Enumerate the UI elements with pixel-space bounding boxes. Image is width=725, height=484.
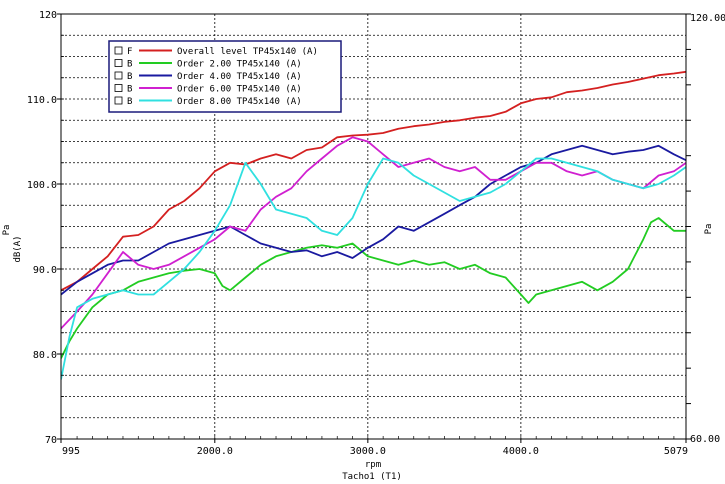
left-unit-label: Pa — [2, 225, 12, 236]
y-tick-label: 90.0 — [33, 265, 57, 276]
series-line-1 — [61, 70, 686, 292]
x-tick-label: 4000.0 — [503, 446, 539, 457]
series-line-2 — [61, 217, 686, 359]
y-tick-label: 110.0 — [27, 95, 57, 106]
x-axis-label: rpm — [365, 460, 381, 470]
legend-label: Order 8.00 TP45x140 (A) — [177, 97, 302, 107]
legend-checkbox[interactable] — [114, 84, 123, 92]
right-axis-ticks: 120.00 60.00 — [686, 13, 725, 445]
right-unit-label: Pa — [704, 224, 714, 235]
right-tick-label-bottom: 60.00 — [690, 434, 720, 445]
series-line-3 — [61, 144, 686, 296]
y-tick-label: 70 — [45, 435, 57, 446]
legend-checkbox[interactable] — [114, 71, 123, 80]
series-lines — [61, 70, 686, 380]
series-line-5 — [61, 157, 686, 380]
legend-label: Order 6.00 TP45x140 (A) — [177, 85, 302, 95]
legend-label: Order 2.00 TP45x140 (A) — [177, 60, 302, 70]
legend-flag: B — [127, 85, 132, 95]
legend-flag: F — [127, 47, 132, 57]
grid-lines — [61, 14, 686, 439]
legend-checkbox[interactable] — [114, 59, 123, 67]
y-tick-label: 100.0 — [27, 180, 57, 191]
legend-label: Overall level TP45x140 (A) — [177, 47, 318, 57]
legend-checkbox[interactable] — [114, 46, 123, 55]
legend-label: Order 4.00 TP45x140 (A) — [177, 72, 302, 82]
x-tick-label: 3000.0 — [350, 446, 386, 457]
legend-checkbox[interactable] — [114, 96, 123, 105]
legend-flag: B — [127, 72, 132, 82]
legend-flag: B — [127, 97, 132, 107]
right-tick-label-top: 120.00 — [690, 13, 725, 24]
left-axis-label: dB(A) — [13, 235, 23, 262]
x-tick-label: 5079 — [664, 446, 688, 457]
series-line-4 — [61, 136, 686, 330]
x-tick-label: 2000.0 — [197, 446, 233, 457]
x-axis-sublabel: Tacho1 (T1) — [342, 472, 402, 482]
y-tick-label: 120 — [39, 10, 57, 21]
bottom-axis-ticks: 995 2000.0 3000.0 4000.0 5079 — [60, 436, 688, 457]
x-tick-label: 995 — [62, 446, 80, 457]
legend-flag: B — [127, 60, 132, 70]
left-axis-ticks: 120 110.0 100.0 90.0 80.0 70 — [27, 10, 64, 446]
y-tick-label: 80.0 — [33, 350, 57, 361]
legend[interactable]: F Overall level TP45x140 (A) B Order 2.00 T… — [108, 40, 342, 113]
